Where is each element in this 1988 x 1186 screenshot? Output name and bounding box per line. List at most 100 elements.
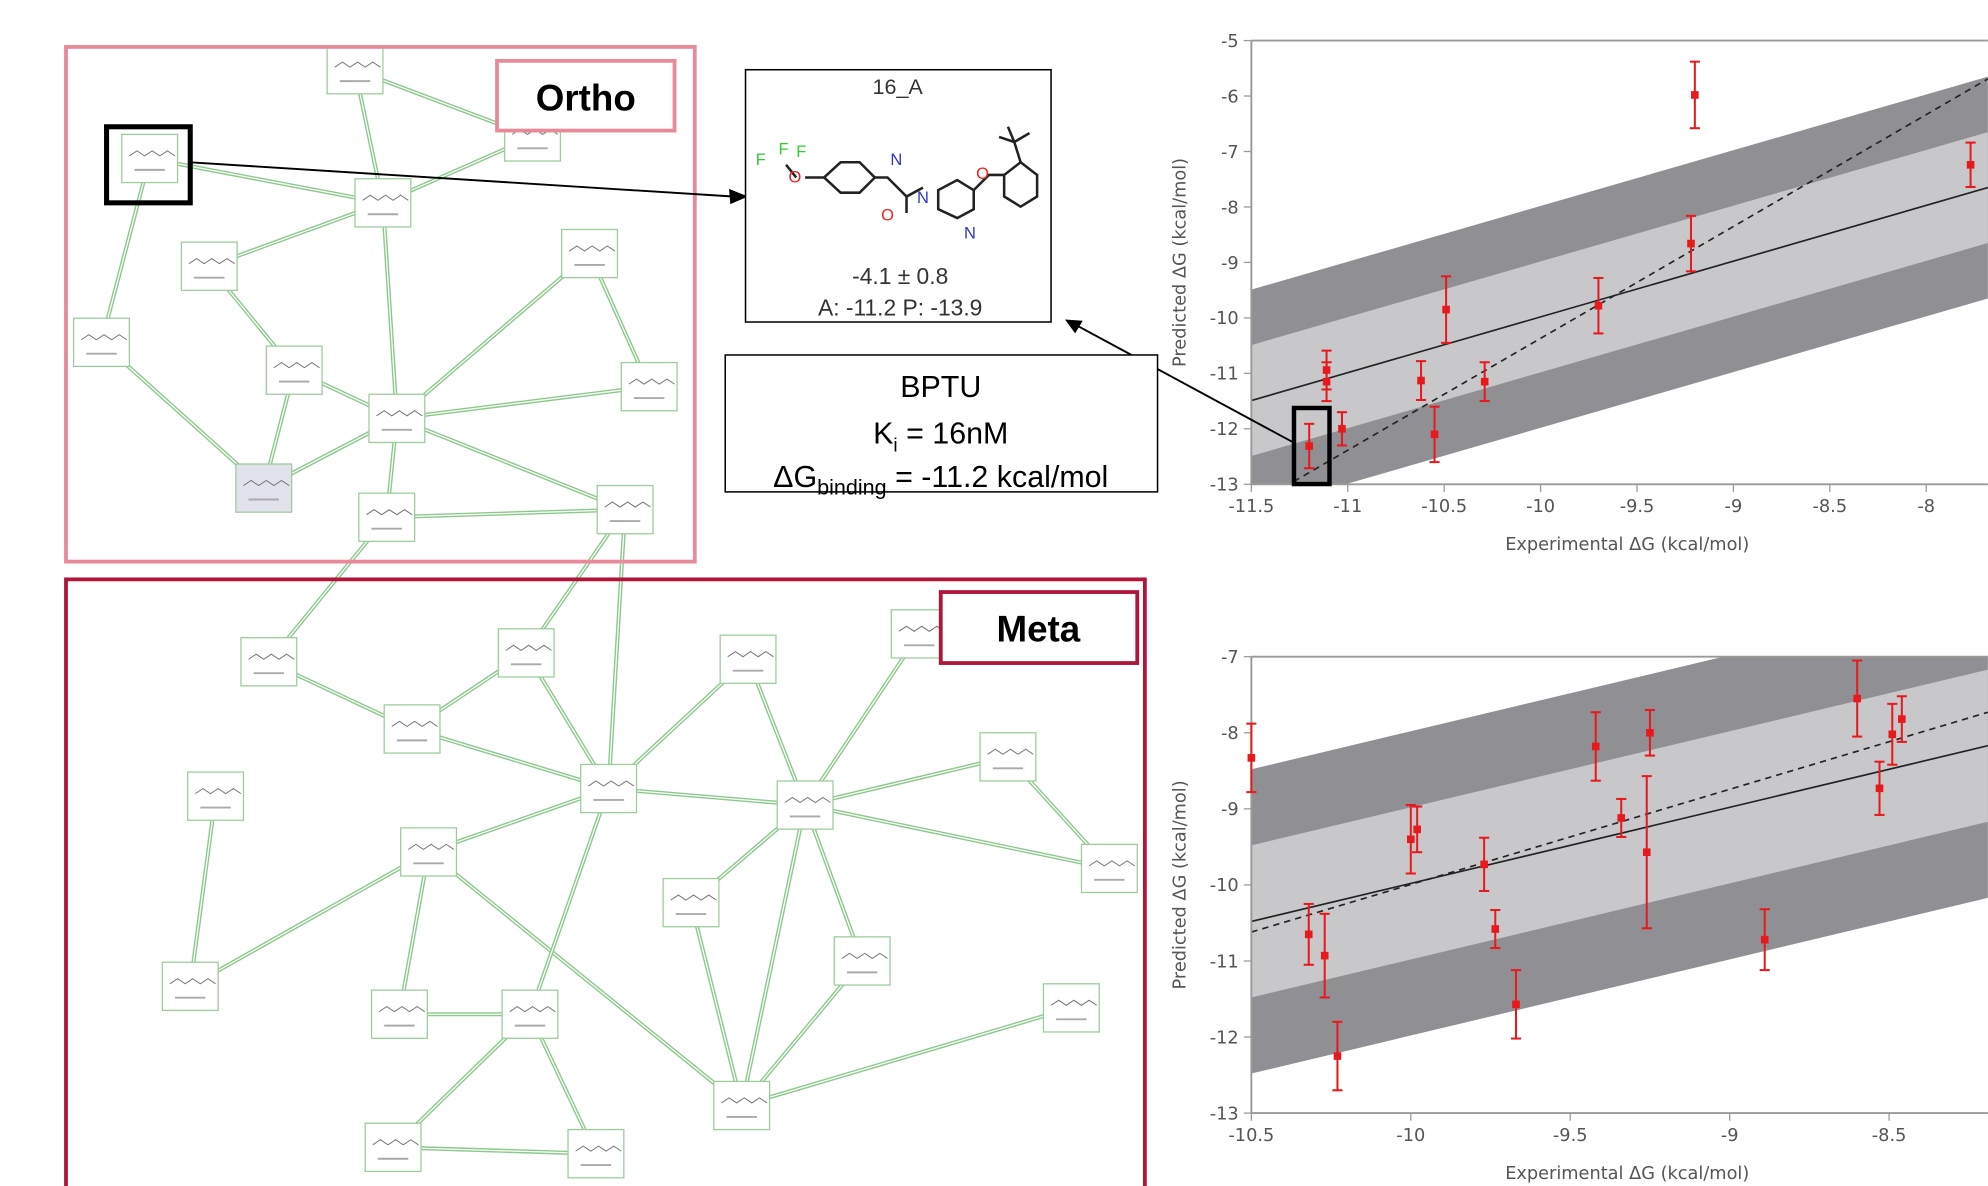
point xyxy=(1338,425,1346,433)
y-tick-label: -7 xyxy=(1221,143,1239,163)
atom-label: O xyxy=(976,165,989,183)
point xyxy=(1853,695,1861,703)
inset-ap: A: -11.2 P: -13.9 xyxy=(818,295,982,321)
inset-title: 16_A xyxy=(872,74,923,99)
node xyxy=(355,179,411,227)
ki-k: K xyxy=(873,417,893,451)
node xyxy=(74,318,130,366)
node xyxy=(401,828,457,876)
y-tick-label: -12 xyxy=(1210,1028,1239,1048)
node xyxy=(369,394,425,442)
atom-label: N xyxy=(964,224,976,242)
ortho-label: Ortho xyxy=(536,77,636,118)
point xyxy=(1305,442,1313,450)
point xyxy=(1761,936,1769,944)
x-tick-label: -8.5 xyxy=(1813,497,1848,517)
edge-core xyxy=(383,203,397,419)
node xyxy=(891,610,947,658)
x-axis-title: Experimental ΔG (kcal/mol) xyxy=(1505,1164,1749,1184)
edge-core xyxy=(805,805,1109,868)
node xyxy=(359,493,415,541)
y-tick-label: -12 xyxy=(1210,420,1239,440)
point xyxy=(1248,754,1256,762)
node xyxy=(162,962,218,1010)
edge-core xyxy=(805,634,919,805)
edge-core xyxy=(691,903,742,1106)
edge-core xyxy=(397,387,649,419)
scatter-chart: -13-12-11-10-9-8-7-10.5-10-9.5-9-8.5Expe… xyxy=(1170,594,1987,1184)
node xyxy=(384,705,440,753)
x-tick-label: -10.5 xyxy=(1421,497,1467,517)
node xyxy=(597,486,653,534)
point xyxy=(1491,925,1499,933)
edge-core xyxy=(397,418,625,509)
edge-core xyxy=(805,757,1008,805)
edge-core xyxy=(742,1008,1072,1106)
point xyxy=(1592,743,1600,751)
y-axis-title: Predicted ΔG (kcal/mol) xyxy=(1170,780,1190,989)
x-tick-label: -8.5 xyxy=(1872,1126,1907,1146)
node xyxy=(1043,984,1099,1032)
point xyxy=(1888,730,1896,738)
edge-core xyxy=(387,510,625,518)
point xyxy=(1646,729,1654,737)
y-tick-label: -8 xyxy=(1221,198,1239,218)
x-tick-label: -9 xyxy=(1721,1126,1739,1146)
node xyxy=(581,764,637,812)
x-tick-label: -9 xyxy=(1725,497,1743,517)
x-tick-label: -10 xyxy=(1396,1126,1425,1146)
point xyxy=(1323,378,1331,386)
edge-core xyxy=(393,1147,596,1153)
x-tick-label: -10.5 xyxy=(1228,1126,1274,1146)
meta-label: Meta xyxy=(997,608,1081,649)
x-tick-label: -9.5 xyxy=(1553,1126,1588,1146)
edge-core xyxy=(609,789,806,805)
node xyxy=(241,638,297,686)
edge-core xyxy=(190,852,428,986)
y-tick-label: -11 xyxy=(1210,365,1239,385)
callout-ki: Ki = 16nM xyxy=(873,417,1008,457)
x-tick-label: -8 xyxy=(1917,497,1935,517)
atom-label: O xyxy=(881,207,894,225)
node xyxy=(498,629,554,677)
node xyxy=(236,464,292,512)
y-tick-label: -10 xyxy=(1210,876,1239,896)
y-tick-label: -13 xyxy=(1210,476,1239,496)
atom-label: F xyxy=(756,151,766,169)
y-tick-label: -8 xyxy=(1221,724,1239,744)
edge-core xyxy=(609,510,625,789)
dg-val: = -11.2 kcal/mol xyxy=(887,460,1109,494)
point xyxy=(1898,715,1906,723)
point xyxy=(1481,378,1489,386)
node xyxy=(122,134,178,182)
node xyxy=(327,46,383,94)
point xyxy=(1967,161,1975,169)
node xyxy=(980,733,1036,781)
node xyxy=(365,1123,421,1171)
dg-g: ΔG xyxy=(773,460,817,494)
atom-label: N xyxy=(917,189,929,207)
y-tick-label: -9 xyxy=(1221,254,1239,274)
node xyxy=(502,990,558,1038)
y-tick-label: -10 xyxy=(1210,309,1239,329)
edge-core xyxy=(190,796,215,986)
node xyxy=(562,229,618,277)
point xyxy=(1334,1052,1342,1060)
point xyxy=(1413,826,1421,834)
node xyxy=(834,937,890,985)
y-tick-label: -13 xyxy=(1210,1104,1239,1124)
node xyxy=(181,242,237,290)
x-tick-label: -9.5 xyxy=(1620,497,1655,517)
x-tick-label: -11.5 xyxy=(1228,497,1274,517)
x-axis-title: Experimental ΔG (kcal/mol) xyxy=(1505,535,1749,555)
ki-val: = 16nM xyxy=(898,417,1009,451)
y-tick-label: -6 xyxy=(1221,87,1239,107)
y-tick-label: -5 xyxy=(1221,32,1239,52)
node xyxy=(621,363,677,411)
edge-core xyxy=(150,158,383,202)
atom-label: O xyxy=(789,169,802,187)
point xyxy=(1595,302,1603,310)
node xyxy=(188,772,244,820)
point xyxy=(1407,835,1415,843)
